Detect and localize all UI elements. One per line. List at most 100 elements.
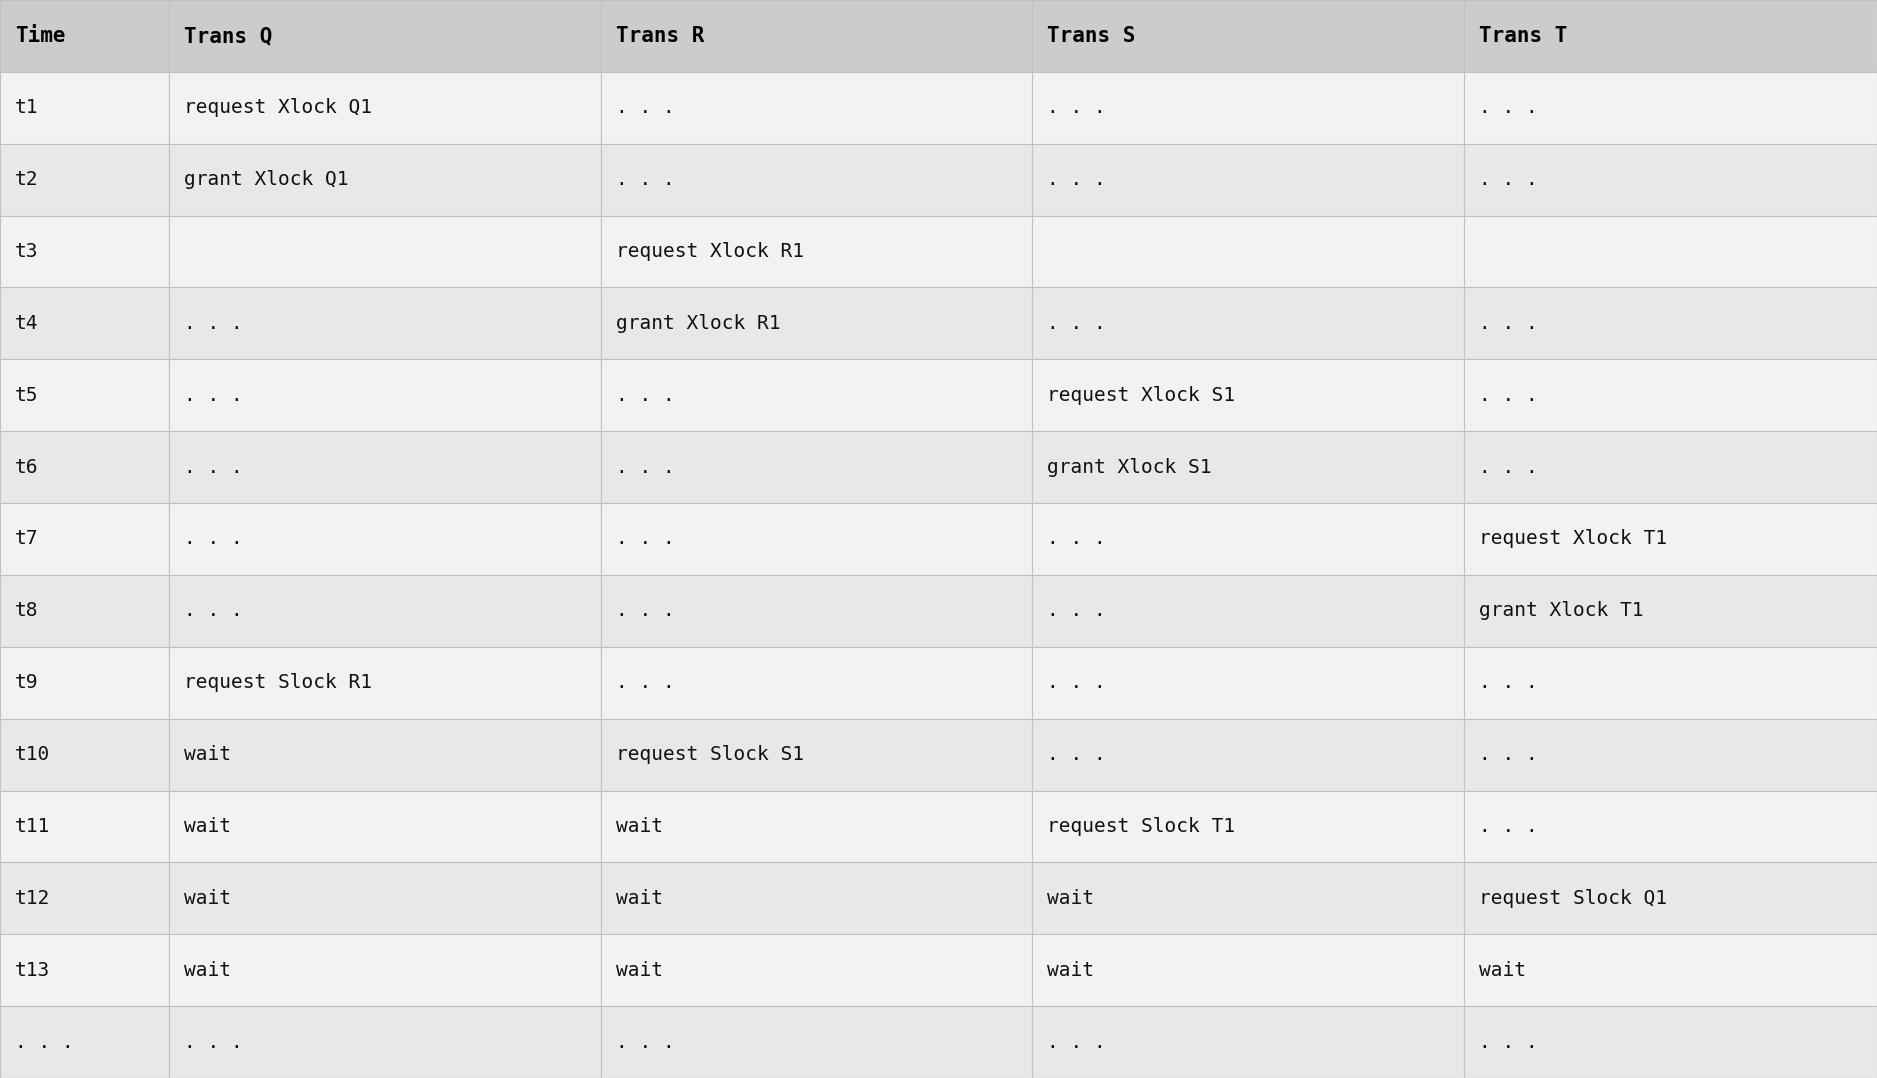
Text: . . .: . . .: [1479, 170, 1537, 189]
Bar: [601, 575, 1032, 647]
Bar: [169, 862, 601, 935]
Bar: [1032, 1006, 1464, 1078]
Bar: [169, 719, 601, 790]
Text: wait: wait: [184, 745, 231, 764]
Text: wait: wait: [616, 817, 663, 835]
Bar: [1464, 935, 1877, 1006]
Text: request Slock R1: request Slock R1: [184, 674, 372, 692]
Text: . . .: . . .: [616, 98, 674, 118]
Bar: [169, 216, 601, 288]
Text: Trans R: Trans R: [616, 26, 704, 46]
Text: t3: t3: [15, 243, 39, 261]
Bar: [601, 72, 1032, 143]
Text: t1: t1: [15, 98, 39, 118]
Text: wait: wait: [184, 817, 231, 835]
Bar: [601, 647, 1032, 719]
Bar: [601, 143, 1032, 216]
Bar: [169, 503, 601, 575]
Text: . . .: . . .: [616, 1033, 674, 1051]
Bar: [1032, 719, 1464, 790]
Text: wait: wait: [1479, 960, 1526, 980]
Text: wait: wait: [1047, 889, 1094, 908]
Text: . . .: . . .: [1479, 314, 1537, 333]
Text: wait: wait: [616, 889, 663, 908]
Text: . . .: . . .: [616, 602, 674, 620]
Bar: [0, 503, 169, 575]
Bar: [0, 72, 169, 143]
Bar: [1464, 575, 1877, 647]
Bar: [169, 1006, 601, 1078]
Bar: [169, 575, 601, 647]
Text: . . .: . . .: [616, 458, 674, 476]
Bar: [1464, 72, 1877, 143]
Text: t13: t13: [15, 960, 51, 980]
Bar: [1032, 790, 1464, 862]
Text: wait: wait: [184, 960, 231, 980]
Text: . . .: . . .: [1479, 458, 1537, 476]
Text: wait: wait: [1047, 960, 1094, 980]
Text: grant Xlock Q1: grant Xlock Q1: [184, 170, 349, 189]
Bar: [0, 143, 169, 216]
Bar: [1032, 503, 1464, 575]
Text: . . .: . . .: [1047, 170, 1106, 189]
Text: t10: t10: [15, 745, 51, 764]
Bar: [0, 1006, 169, 1078]
Bar: [0, 719, 169, 790]
Text: . . .: . . .: [1047, 314, 1106, 333]
Bar: [1032, 216, 1464, 288]
Text: request Xlock T1: request Xlock T1: [1479, 529, 1667, 549]
Bar: [601, 862, 1032, 935]
Bar: [0, 935, 169, 1006]
Bar: [169, 431, 601, 503]
Bar: [1464, 790, 1877, 862]
Text: request Slock S1: request Slock S1: [616, 745, 803, 764]
Text: request Slock T1: request Slock T1: [1047, 817, 1235, 835]
Bar: [601, 0, 1032, 72]
Text: . . .: . . .: [184, 602, 242, 620]
Bar: [1464, 647, 1877, 719]
Text: grant Xlock T1: grant Xlock T1: [1479, 602, 1644, 620]
Bar: [1032, 575, 1464, 647]
Bar: [0, 431, 169, 503]
Text: . . .: . . .: [1479, 817, 1537, 835]
Bar: [1032, 143, 1464, 216]
Text: . . .: . . .: [616, 529, 674, 549]
Bar: [1464, 143, 1877, 216]
Text: . . .: . . .: [616, 170, 674, 189]
Text: . . .: . . .: [1047, 98, 1106, 118]
Bar: [1464, 719, 1877, 790]
Text: request Xlock Q1: request Xlock Q1: [184, 98, 372, 118]
Text: grant Xlock R1: grant Xlock R1: [616, 314, 781, 333]
Bar: [601, 216, 1032, 288]
Text: . . .: . . .: [616, 386, 674, 404]
Text: . . .: . . .: [1047, 1033, 1106, 1051]
Bar: [0, 862, 169, 935]
Bar: [169, 0, 601, 72]
Bar: [169, 359, 601, 431]
Bar: [0, 575, 169, 647]
Bar: [0, 0, 169, 72]
Text: request Xlock S1: request Xlock S1: [1047, 386, 1235, 404]
Text: . . .: . . .: [1047, 529, 1106, 549]
Bar: [1464, 0, 1877, 72]
Text: request Slock Q1: request Slock Q1: [1479, 889, 1667, 908]
Bar: [1464, 862, 1877, 935]
Text: . . .: . . .: [1479, 386, 1537, 404]
Text: . . .: . . .: [1479, 98, 1537, 118]
Bar: [601, 431, 1032, 503]
Bar: [169, 72, 601, 143]
Bar: [1464, 216, 1877, 288]
Bar: [1032, 359, 1464, 431]
Bar: [1032, 0, 1464, 72]
Text: Trans T: Trans T: [1479, 26, 1567, 46]
Bar: [601, 790, 1032, 862]
Bar: [169, 288, 601, 359]
Bar: [0, 790, 169, 862]
Bar: [1464, 359, 1877, 431]
Bar: [169, 935, 601, 1006]
Bar: [1032, 431, 1464, 503]
Bar: [1032, 935, 1464, 1006]
Bar: [601, 359, 1032, 431]
Text: . . .: . . .: [184, 458, 242, 476]
Text: grant Xlock S1: grant Xlock S1: [1047, 458, 1213, 476]
